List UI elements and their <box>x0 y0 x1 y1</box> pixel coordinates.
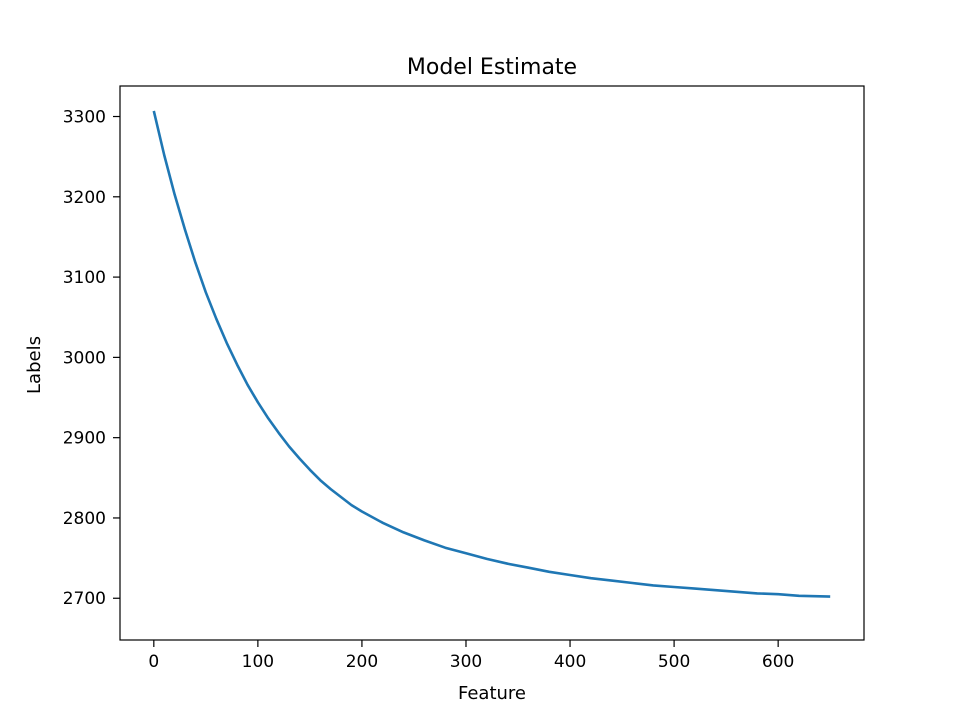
x-axis: 0 100 200 300 400 500 600 <box>148 640 794 672</box>
x-tick-label: 500 <box>658 652 690 672</box>
x-tick-label: 0 <box>148 652 159 672</box>
x-tick-label: 300 <box>450 652 482 672</box>
y-tick-label: 2700 <box>63 589 106 609</box>
series-layer <box>152 110 831 598</box>
plot-area <box>119 85 865 641</box>
y-tick-label: 3000 <box>63 348 106 368</box>
y-tick-label: 3300 <box>63 108 106 128</box>
y-tick-label: 3100 <box>63 268 106 288</box>
series-line <box>152 110 831 598</box>
y-axis-label: Labels <box>24 336 45 394</box>
y-tick-label: 2900 <box>63 429 106 449</box>
x-tick-label: 400 <box>554 652 586 672</box>
chart-title: Model Estimate <box>407 55 577 80</box>
x-tick-label: 600 <box>762 652 794 672</box>
y-axis: 2700 2800 2900 3000 3100 3200 3300 <box>63 108 120 609</box>
x-tick-label: 100 <box>242 652 274 672</box>
x-tick-label: 200 <box>346 652 378 672</box>
y-tick-label: 2800 <box>63 509 106 529</box>
y-tick-label: 3200 <box>63 188 106 208</box>
x-axis-label: Feature <box>458 683 526 704</box>
